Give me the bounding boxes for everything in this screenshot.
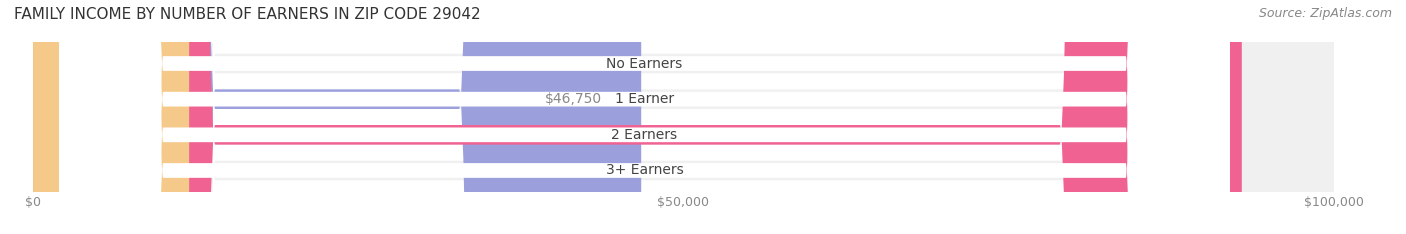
Text: FAMILY INCOME BY NUMBER OF EARNERS IN ZIP CODE 29042: FAMILY INCOME BY NUMBER OF EARNERS IN ZI… <box>14 7 481 22</box>
Text: 1 Earner: 1 Earner <box>614 92 673 106</box>
FancyBboxPatch shape <box>59 0 1230 234</box>
FancyBboxPatch shape <box>34 0 1334 234</box>
Text: $92,917: $92,917 <box>1146 128 1202 142</box>
FancyBboxPatch shape <box>59 0 1230 234</box>
Text: 2 Earners: 2 Earners <box>612 128 678 142</box>
Text: $46,750: $46,750 <box>546 92 602 106</box>
FancyBboxPatch shape <box>59 0 1230 234</box>
FancyBboxPatch shape <box>34 0 1241 234</box>
FancyBboxPatch shape <box>34 0 641 234</box>
FancyBboxPatch shape <box>34 0 190 234</box>
FancyBboxPatch shape <box>34 0 1334 234</box>
FancyBboxPatch shape <box>34 0 1334 234</box>
FancyBboxPatch shape <box>34 0 190 234</box>
Text: No Earners: No Earners <box>606 57 682 70</box>
Text: 3+ Earners: 3+ Earners <box>606 164 683 177</box>
FancyBboxPatch shape <box>59 0 1230 234</box>
FancyBboxPatch shape <box>34 0 1334 234</box>
Text: Source: ZipAtlas.com: Source: ZipAtlas.com <box>1258 7 1392 20</box>
